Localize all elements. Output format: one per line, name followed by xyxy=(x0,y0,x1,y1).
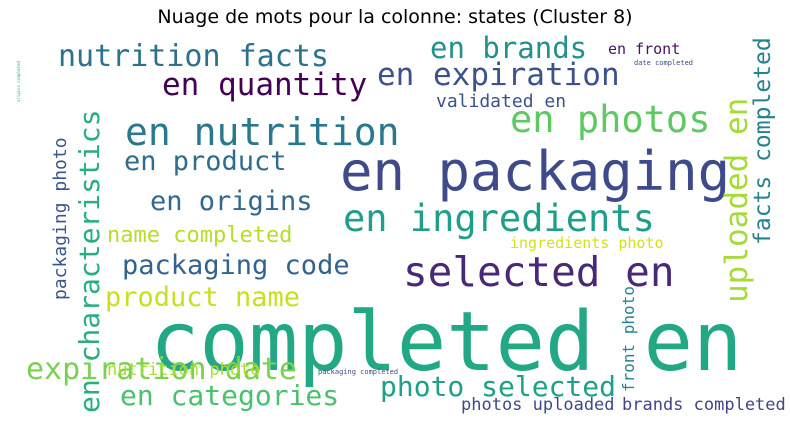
word-ingredients-photo: ingredients photo xyxy=(510,234,664,252)
word-front-photo: front photo xyxy=(619,286,638,392)
word-expiration-date: expiration date xyxy=(26,352,297,387)
word-origins-completed: origins completed xyxy=(16,61,21,102)
word-en-photos: en photos xyxy=(510,98,711,141)
word-nutrition-facts: nutrition facts xyxy=(58,39,329,74)
word-facts-completed: facts completed xyxy=(750,37,776,245)
word-en-brands: en brands xyxy=(430,31,588,65)
chart-title: Nuage de mots pour la colonne: states (C… xyxy=(157,6,633,28)
word-en-characteristics: en characteristics xyxy=(73,109,106,413)
word-en-origins: en origins xyxy=(150,186,313,217)
word-en-quantity: en quantity xyxy=(162,67,368,103)
word-photos-uploaded: photos uploaded xyxy=(461,395,615,415)
word-validated-en: validated en xyxy=(436,91,567,112)
word-en-ingredients: en ingredients xyxy=(343,197,655,240)
word-packaging-completed: packaging completed xyxy=(318,368,399,376)
word-en-front: en front xyxy=(608,40,681,58)
word-en-product: en product xyxy=(124,146,287,177)
word-completed-en: completed en xyxy=(150,295,743,390)
word-en-nutrition: en nutrition xyxy=(125,110,400,154)
word-product-name: product name xyxy=(105,282,301,313)
word-photo-selected: photo selected xyxy=(380,370,617,403)
word-packaging-photo: packaging photo xyxy=(50,137,71,300)
word-selected-en: selected en xyxy=(403,248,675,296)
word-packaging-code: packaging code xyxy=(122,250,350,281)
word-nutrition-photo: nutrition photo xyxy=(107,360,261,380)
word-name-completed: name completed xyxy=(107,223,293,248)
word-en-expiration: en expiration xyxy=(377,57,620,93)
word-date-completed: date completed xyxy=(634,59,694,67)
word-uploaded-en: uploaded en xyxy=(719,97,755,303)
word-brands-completed: brands completed xyxy=(622,395,786,415)
word-en-categories: en categories xyxy=(120,379,340,412)
word-en-packaging: en packaging xyxy=(340,140,731,203)
